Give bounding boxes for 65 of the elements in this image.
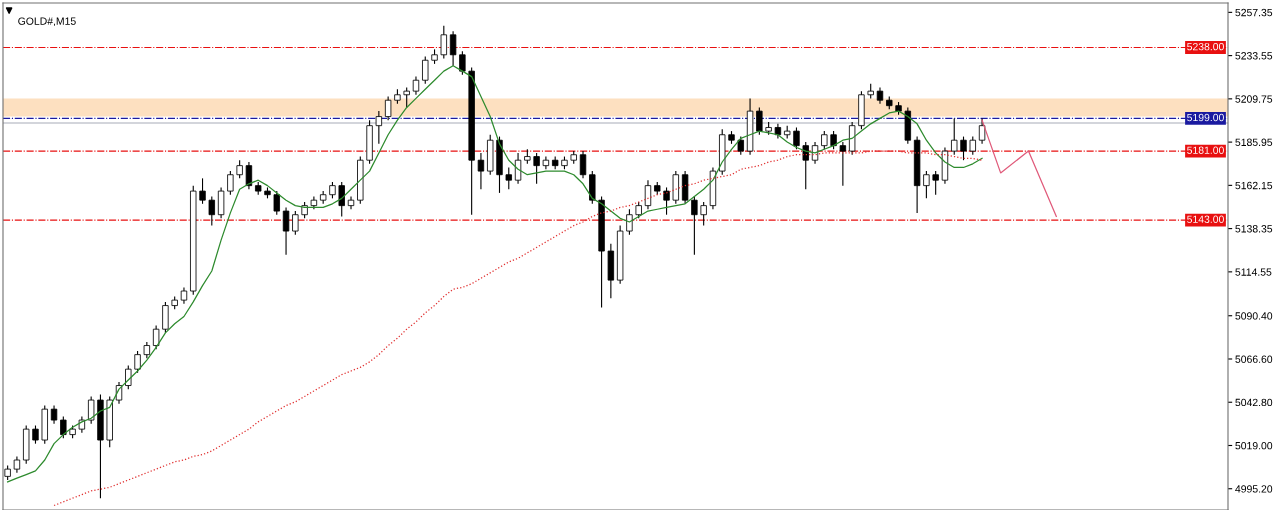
candlestick <box>32 424 39 445</box>
candlestick <box>978 117 986 145</box>
line-series <box>981 119 1057 218</box>
y-tick-label: 5042.80 <box>1235 398 1273 407</box>
candlestick <box>960 136 967 161</box>
ref-line-label: 5181.00 <box>1187 146 1224 154</box>
candlestick <box>700 201 707 227</box>
candlestick <box>969 136 976 156</box>
candlestick <box>338 181 345 218</box>
candlestick <box>87 395 95 425</box>
ref-line-label: 5199.00 <box>1187 113 1224 122</box>
candlestick <box>134 350 141 374</box>
candlestick <box>477 152 485 190</box>
y-tick-label: 5090.40 <box>1235 312 1273 320</box>
y-tick-label: 5233.55 <box>1235 52 1273 60</box>
candlestick <box>403 86 410 109</box>
candlestick <box>737 136 744 156</box>
text: GOLD#,M15 <box>18 17 76 27</box>
candlestick <box>626 208 633 236</box>
candlestick <box>839 141 847 187</box>
y-tick-label: 5162.15 <box>1235 181 1273 190</box>
y-tick-label: 5257.35 <box>1235 8 1273 17</box>
y-tick-label: 4995.20 <box>1235 485 1273 493</box>
candlestick <box>459 50 466 76</box>
candlestick <box>793 126 800 150</box>
candlestick <box>533 152 540 185</box>
candlestick <box>440 25 448 59</box>
candlestick <box>821 130 828 150</box>
candlestick <box>644 179 652 210</box>
candlestick <box>217 186 225 219</box>
candlestick <box>663 186 670 216</box>
candlestick <box>505 166 512 190</box>
candlestick <box>422 56 429 85</box>
candlestick <box>375 110 383 145</box>
y-tick-label: 5066.60 <box>1235 355 1273 363</box>
candlestick <box>50 404 58 425</box>
candlestick <box>208 195 216 227</box>
candlestick <box>830 130 837 150</box>
ref-line-label: 5238.00 <box>1187 42 1224 51</box>
candlestick <box>273 190 280 216</box>
candlestick <box>802 141 809 190</box>
y-tick-label: 5185.95 <box>1235 138 1273 146</box>
candlestick <box>292 210 299 236</box>
candlestick <box>923 170 930 199</box>
y-tick-label: 5019.00 <box>1235 441 1273 450</box>
candlestick <box>932 170 939 196</box>
ref-line-label: 5143.00 <box>1187 215 1224 223</box>
candlestick <box>951 117 958 156</box>
y-tick-label: 5209.75 <box>1235 95 1273 103</box>
candlestick <box>691 195 698 256</box>
candlestick <box>412 76 420 96</box>
candlestick <box>60 415 67 439</box>
candlestick <box>199 177 206 205</box>
y-tick-label: 5138.35 <box>1235 225 1273 233</box>
y-tick-label: 5114.55 <box>1235 268 1272 276</box>
candlestick <box>579 150 587 179</box>
candlestick <box>227 170 234 196</box>
candlestick <box>384 96 392 121</box>
candlestick <box>245 161 253 190</box>
candlestick <box>756 106 763 136</box>
candlestick <box>282 206 290 256</box>
candlestick <box>162 301 169 334</box>
candlestick <box>449 30 457 67</box>
candlestick <box>152 324 160 350</box>
candlestick <box>236 159 243 179</box>
